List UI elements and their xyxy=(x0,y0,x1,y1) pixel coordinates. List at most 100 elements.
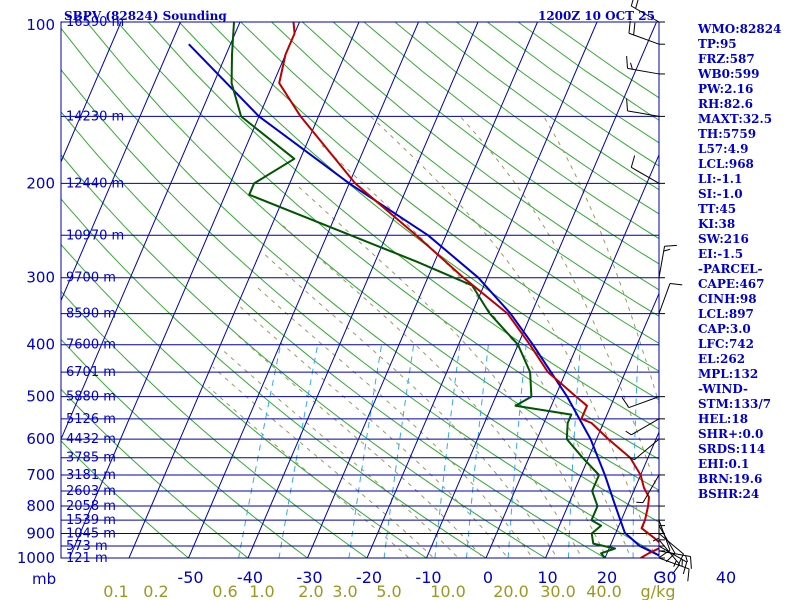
mixing-ratio-label: 0.6 xyxy=(212,582,237,600)
temperature-tick-label: 10 xyxy=(537,568,557,587)
sounding-index: CAP:3.0 xyxy=(698,322,751,336)
moist-adiabat xyxy=(222,350,460,558)
sounding-index: SI:-1.0 xyxy=(698,187,743,201)
mixing-ratio-line xyxy=(672,345,674,570)
sounding-index: KI:38 xyxy=(698,217,736,231)
isotherm xyxy=(61,22,181,302)
height-label: 16590 m xyxy=(66,15,124,30)
isotherm xyxy=(61,22,241,441)
wind-barb xyxy=(628,20,665,45)
pressure-label: 500 xyxy=(26,388,55,406)
sounding-index: -PARCEL- xyxy=(698,262,763,276)
pressure-label: 800 xyxy=(26,497,55,515)
dry-adiabat xyxy=(61,290,368,558)
mixing-ratio-label: 3.0 xyxy=(332,582,357,600)
dry-adiabat xyxy=(117,22,659,460)
sounding-time: 1200Z 10 OCT 25 xyxy=(538,9,655,23)
dry-adiabat xyxy=(147,22,659,430)
pressure-label: 1000 xyxy=(17,549,55,567)
height-label: 5126 m xyxy=(66,412,116,427)
isotherm xyxy=(604,430,659,558)
wind-barb xyxy=(658,532,684,566)
parcel-trace xyxy=(188,43,659,557)
dry-adiabat xyxy=(61,154,547,558)
wind-barb xyxy=(658,519,671,558)
height-label: 8590 m xyxy=(66,307,116,322)
isotherm xyxy=(68,22,300,558)
wind-barb xyxy=(626,56,665,75)
moist-adiabat xyxy=(282,225,583,558)
moist-adiabat xyxy=(370,116,656,558)
dry-adiabat xyxy=(61,338,309,558)
isotherm xyxy=(544,292,659,558)
height-label: 5880 m xyxy=(66,390,116,405)
sounding-index: L57:4.9 xyxy=(698,142,749,156)
sounding-index: HEL:18 xyxy=(698,412,749,426)
wind-barb xyxy=(630,155,665,184)
temperature-tick-label: -50 xyxy=(177,568,203,587)
mixing-ratio-line xyxy=(632,344,639,558)
wind-barb xyxy=(658,525,676,563)
temperature-tick-label: -30 xyxy=(296,568,322,587)
wind-barb xyxy=(628,438,665,461)
sounding-index: LCL:968 xyxy=(698,157,754,171)
mixing-ratio-line xyxy=(383,344,415,558)
moist-adiabat xyxy=(294,183,608,558)
height-label: 1045 m xyxy=(66,526,116,541)
height-label: 3785 m xyxy=(66,451,116,466)
wind-barb xyxy=(621,396,665,409)
moist-adiabat xyxy=(321,145,632,558)
wind-barb xyxy=(658,244,677,279)
isotherm xyxy=(425,22,657,558)
height-label: 6701 m xyxy=(66,365,116,380)
pressure-label: 300 xyxy=(26,269,55,287)
sounding-index: MAXT:32.5 xyxy=(698,112,773,126)
mixing-ratio-label: 5.0 xyxy=(376,582,401,600)
isotherm xyxy=(61,22,62,25)
sounding-index: SRDS:114 xyxy=(698,442,766,456)
wind-barb xyxy=(658,557,690,582)
isotherm xyxy=(0,22,2,569)
mixing-ratio-line xyxy=(238,344,282,558)
mixing-ratio-label: 20.0 xyxy=(493,582,529,600)
temperature-tick-label: 20 xyxy=(597,568,617,587)
temperature-tick-label: -10 xyxy=(415,568,441,587)
mixing-ratio-label: g/kg xyxy=(641,582,676,600)
sounding-index: LI:-1.1 xyxy=(698,172,743,186)
height-label: 10970 m xyxy=(66,228,124,243)
dry-adiabat xyxy=(209,22,659,372)
sounding-index: TH:5759 xyxy=(698,127,757,141)
height-label: 4432 m xyxy=(66,432,116,447)
sounding-index: STM:133/7 xyxy=(698,397,772,411)
height-label: 3181 m xyxy=(66,468,116,483)
wind-barb xyxy=(626,98,665,117)
sounding-index: TT:45 xyxy=(698,202,737,216)
temperature-trace xyxy=(278,22,659,558)
sounding-index: RH:82.6 xyxy=(698,97,753,111)
sounding-index: BSHR:24 xyxy=(698,487,760,501)
sounding-index: SW:216 xyxy=(698,232,749,246)
height-label: 7600 m xyxy=(66,338,116,353)
pressure-unit-label: mb xyxy=(32,570,56,588)
sounding-index: LFC:742 xyxy=(698,337,754,351)
height-label: 12440 m xyxy=(66,176,124,191)
sounding-index: EI:-1.5 xyxy=(698,247,744,261)
dry-adiabat xyxy=(332,22,659,265)
height-label: 121 m xyxy=(66,551,108,566)
isotherm xyxy=(61,22,122,164)
mixing-ratio-label: 1.0 xyxy=(249,582,274,600)
isotherm xyxy=(306,22,538,558)
dry-adiabat xyxy=(61,111,606,558)
mixing-ratio-line xyxy=(567,344,581,558)
pressure-label: 100 xyxy=(26,16,55,34)
dry-adiabat xyxy=(61,388,249,558)
sounding-profiles xyxy=(188,22,659,558)
isotherm xyxy=(485,153,659,558)
temperature-tick-label: -40 xyxy=(237,568,263,587)
mixing-ratio-label: 2.0 xyxy=(298,582,323,600)
pressure-label: 700 xyxy=(26,466,55,484)
mixing-ratio-line xyxy=(278,344,319,558)
pressure-label: 900 xyxy=(26,524,55,542)
dry-adiabat xyxy=(61,68,659,556)
